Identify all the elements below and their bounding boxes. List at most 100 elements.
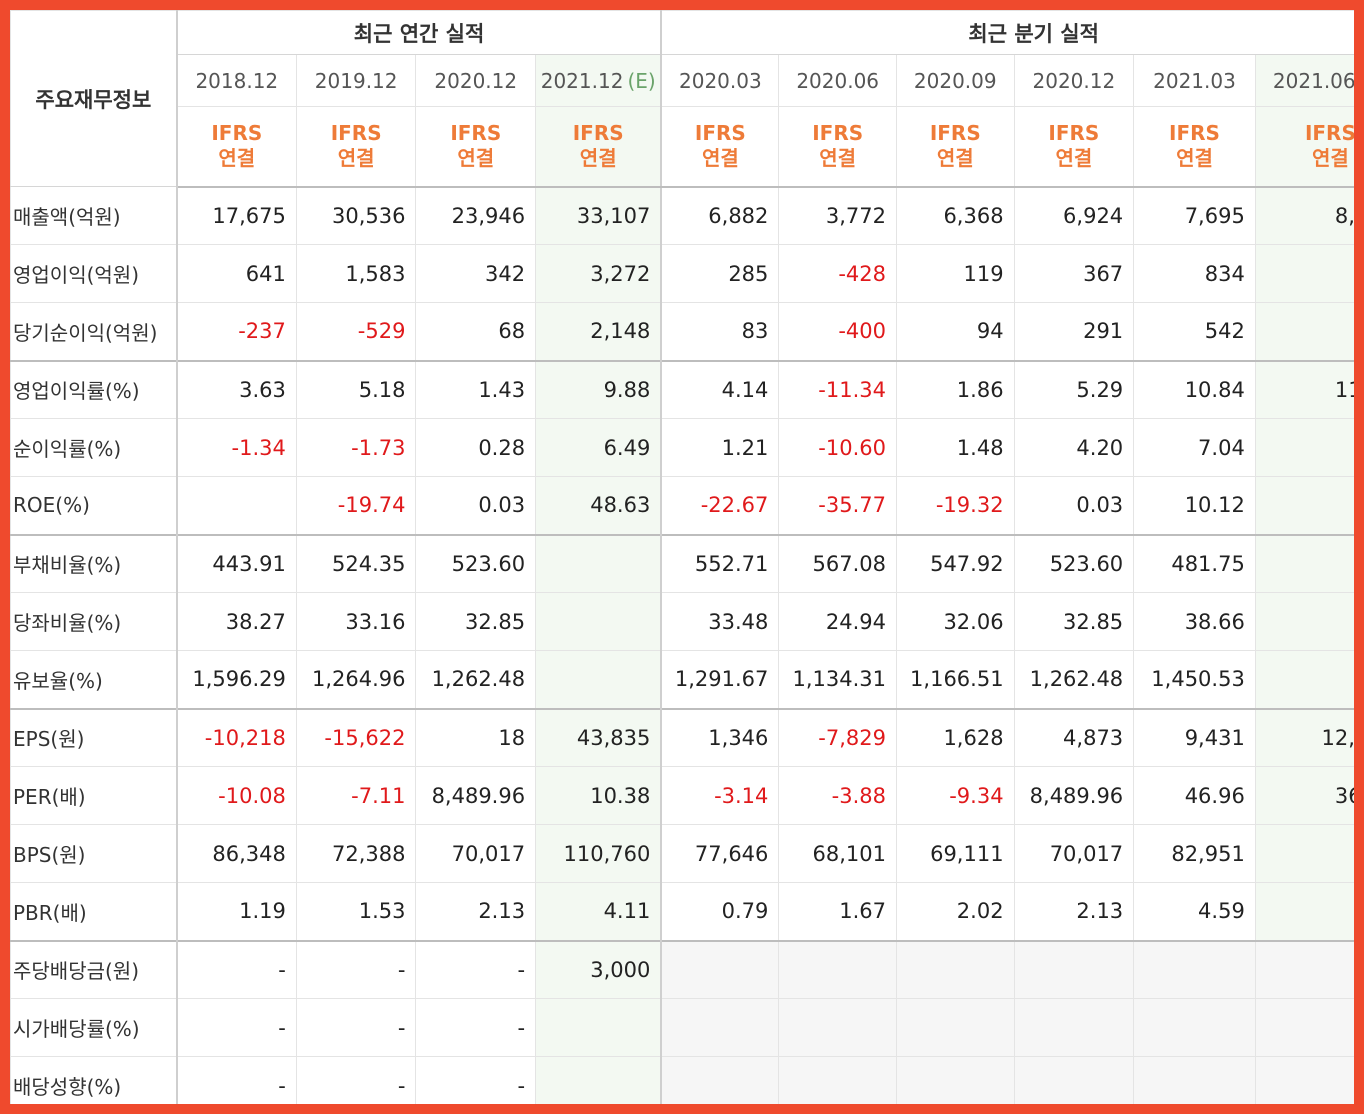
table-cell xyxy=(1013,939,1135,999)
table-cell: - xyxy=(415,1056,537,1104)
table-cell: 10.12 xyxy=(1133,476,1256,535)
table-cell: 1,291.67 xyxy=(660,650,780,709)
table-cell xyxy=(535,998,663,1057)
table-cell xyxy=(1133,1056,1256,1104)
table-cell: -3.14 xyxy=(660,766,780,825)
column-date: 2020.09 xyxy=(895,54,1015,107)
table-cell: -10,218 xyxy=(176,707,297,767)
table-row: 배당성향(%) - - - xyxy=(10,1056,1354,1104)
table-cell: 8,489.96 xyxy=(1013,766,1135,825)
table-cell: 11.02 xyxy=(1254,359,1354,419)
table-cell: 6,924 xyxy=(1013,186,1135,245)
table-cell: 23,946 xyxy=(415,186,537,245)
table-cell: 38.27 xyxy=(176,592,297,651)
table-cell: -9.34 xyxy=(895,766,1015,825)
table-cell xyxy=(660,939,780,999)
column-ifrs-label: IFRS 연결 xyxy=(895,106,1015,188)
table-cell xyxy=(535,1056,663,1104)
table-cell: 110,760 xyxy=(535,824,663,883)
table-cell: - xyxy=(415,939,537,999)
table-cell xyxy=(1254,418,1354,477)
table-cell: 1.86 xyxy=(895,359,1015,419)
table-cell: - xyxy=(415,998,537,1057)
table-cell xyxy=(1254,882,1354,941)
table-cell: 3.63 xyxy=(176,359,297,419)
row-label: 매출액(억원) xyxy=(10,186,178,245)
column-date-label: 2021.03 xyxy=(1153,68,1236,93)
table-cell: 4.20 xyxy=(1013,418,1135,477)
table-cell: 72,388 xyxy=(295,824,417,883)
table-cell: 33.16 xyxy=(295,592,417,651)
table-cell: 30,536 xyxy=(295,186,417,245)
table-cell: 68 xyxy=(415,302,537,361)
table-cell: 342 xyxy=(415,244,537,303)
table-cell: 12,478 xyxy=(1254,707,1354,767)
column-date: 2021.03 xyxy=(1133,54,1256,107)
ifrs-standard: IFRS xyxy=(1048,121,1100,146)
table-cell xyxy=(660,998,780,1057)
table-cell: 4.11 xyxy=(535,882,663,941)
table-cell xyxy=(1013,1056,1135,1104)
table-cell: 6.49 xyxy=(535,418,663,477)
table-cell: 1,264.96 xyxy=(295,650,417,709)
table-cell: 33,107 xyxy=(535,186,663,245)
table-row: 당좌비율(%) 38.27 33.16 32.85 33.48 24.94 32.06 32.… xyxy=(10,592,1354,651)
table-cell: 69,111 xyxy=(895,824,1015,883)
table-cell: 10.84 xyxy=(1133,359,1256,419)
table-cell: -400 xyxy=(778,302,897,361)
table-row: 부채비율(%) 443.91 524.35 523.60 552.71 567.08 547… xyxy=(10,533,1354,593)
table-cell: 48.63 xyxy=(535,476,663,535)
column-date-label: 2021.12 xyxy=(540,68,624,93)
ifrs-consolidation: 연결 xyxy=(1055,146,1093,171)
ifrs-standard: IFRS xyxy=(1169,121,1220,146)
table-cell xyxy=(1254,302,1354,361)
table-cell: -237 xyxy=(176,302,297,361)
table-cell: 1,346 xyxy=(660,707,780,767)
table-row: 영업이익(억원) 641 1,583 342 3,272 285 -428 119 367 834… xyxy=(10,244,1354,303)
table-cell: 17,675 xyxy=(176,186,297,245)
table-cell: 9.88 xyxy=(535,359,663,419)
table-row: 순이익률(%) -1.34 -1.73 0.28 6.49 1.21 -10.60 1.48 4… xyxy=(10,418,1354,477)
table-cell: 18 xyxy=(415,707,537,767)
row-label: 영업이익률(%) xyxy=(10,359,178,419)
table-row: BPS(원) 86,348 72,388 70,017 110,760 77,646 68,… xyxy=(10,824,1354,883)
table-cell: 6,882 xyxy=(660,186,780,245)
table-cell: 7.04 xyxy=(1133,418,1256,477)
row-label: 부채비율(%) xyxy=(10,533,178,593)
table-row: 당기순이익(억원) -237 -529 68 2,148 83 -400 94 291 542 xyxy=(10,302,1354,361)
table-cell: - xyxy=(295,1056,417,1104)
column-ifrs-label: IFRS 연결 xyxy=(415,106,537,188)
ifrs-standard: IFRS xyxy=(572,121,624,146)
ifrs-consolidation: 연결 xyxy=(1312,146,1349,171)
table-cell xyxy=(778,939,897,999)
table-cell: -1.73 xyxy=(295,418,417,477)
column-date: 2019.12 xyxy=(295,54,417,107)
table-cell: -11.34 xyxy=(778,359,897,419)
table-cell: 1,583 xyxy=(295,244,417,303)
table-row: 매출액(억원) 17,675 30,536 23,946 33,107 6,882 3,77… xyxy=(10,186,1354,245)
table-cell: 1,166.51 xyxy=(895,650,1015,709)
table-cell: 38.66 xyxy=(1133,592,1256,651)
row-label: 순이익률(%) xyxy=(10,418,178,477)
corner-label: 주요재무정보 xyxy=(10,10,178,187)
table-cell: 4.14 xyxy=(660,359,780,419)
row-label: 유보율(%) xyxy=(10,650,178,709)
table-cell: 1.21 xyxy=(660,418,780,477)
table-cell: -19.74 xyxy=(295,476,417,535)
table-cell: 443.91 xyxy=(176,533,297,593)
column-date: 2020.03 xyxy=(660,54,780,107)
table-cell: -1.34 xyxy=(176,418,297,477)
table-cell: 8,585 xyxy=(1254,186,1354,245)
table-cell xyxy=(1254,939,1354,999)
table-cell: 547.92 xyxy=(895,533,1015,593)
table-cell: -10.08 xyxy=(176,766,297,825)
table-cell: 70,017 xyxy=(415,824,537,883)
column-date: 2018.12 xyxy=(176,54,297,107)
table-cell: 1,262.48 xyxy=(1013,650,1135,709)
table-cell: 3,272 xyxy=(535,244,663,303)
table-cell: 2.13 xyxy=(415,882,537,941)
table-cell xyxy=(1254,998,1354,1057)
table-cell xyxy=(535,650,663,709)
table-cell: 1.48 xyxy=(895,418,1015,477)
table-cell: 0.28 xyxy=(415,418,537,477)
